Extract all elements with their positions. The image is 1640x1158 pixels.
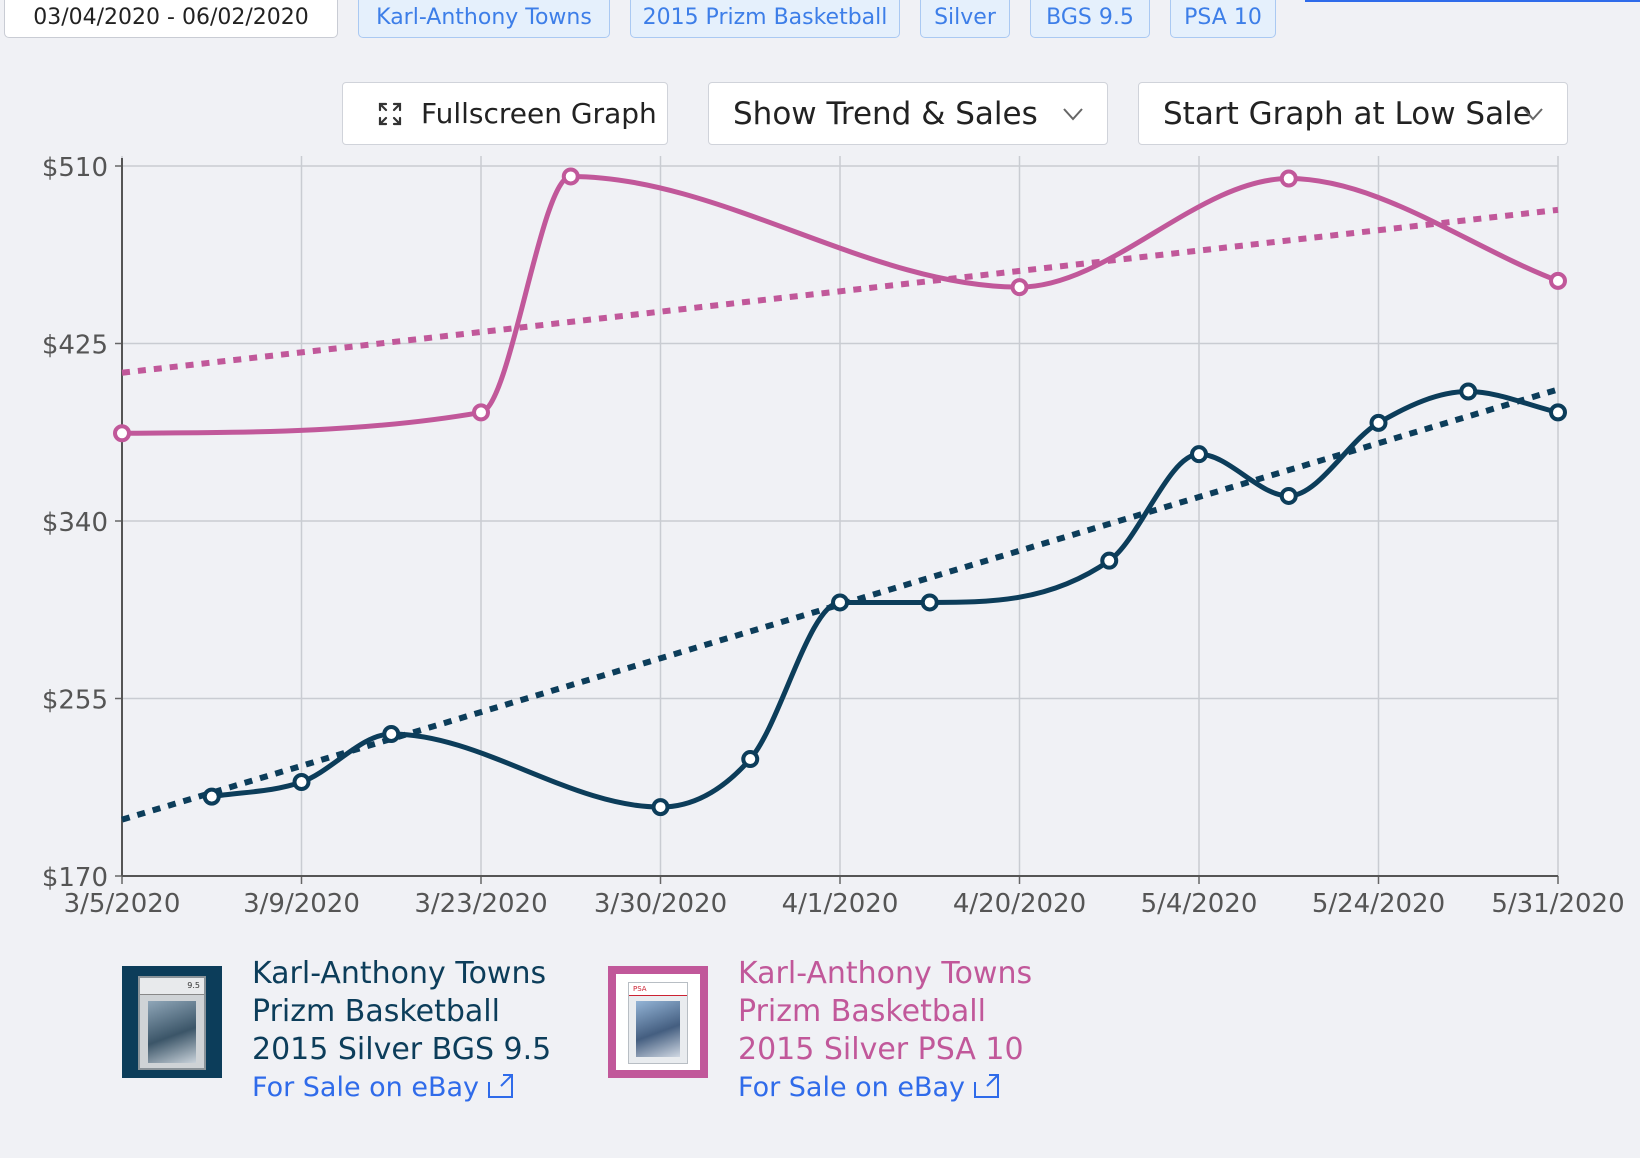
parallel-filter-chip[interactable]: Silver (920, 0, 1010, 38)
legend-name-bgs: Karl-Anthony Towns Prizm Basketball 2015… (252, 955, 551, 1069)
grade-psa-filter-chip[interactable]: PSA 10 (1170, 0, 1276, 38)
x-tick-label: 5/24/2020 (1312, 889, 1445, 919)
sale-point-bgs[interactable] (1549, 403, 1567, 422)
sale-point-bgs[interactable] (382, 725, 401, 743)
fullscreen-graph-button[interactable]: Fullscreen Graph (342, 82, 668, 145)
sale-point-bgs[interactable] (741, 750, 760, 769)
external-link-icon (488, 1074, 514, 1098)
x-tick-label: 4/20/2020 (953, 889, 1086, 919)
sale-point-psa[interactable] (472, 403, 490, 422)
legend-line: Prizm Basketball (738, 994, 986, 1029)
sale-point-bgs[interactable] (1190, 445, 1208, 464)
sale-point-bgs[interactable] (292, 773, 311, 792)
set-filter-chip[interactable]: 2015 Prizm Basketball (630, 0, 900, 38)
start-graph-value: Start Graph at Low Sale (1163, 95, 1532, 132)
sales-lines (119, 173, 1561, 810)
chevron-down-icon (1063, 108, 1083, 121)
grade-bgs-filter-chip[interactable]: BGS 9.5 (1030, 0, 1150, 38)
sale-point-bgs[interactable] (1279, 486, 1298, 505)
sale-point-bgs[interactable] (831, 593, 849, 612)
player-filter-chip[interactable]: Karl-Anthony Towns (358, 0, 610, 38)
y-tick-label: $170 (42, 863, 108, 893)
sale-point-bgs[interactable] (1100, 551, 1119, 570)
legend-name-psa: Karl-Anthony Towns Prizm Basketball 2015… (738, 955, 1032, 1069)
y-tick-label: $510 (42, 153, 108, 183)
x-tick-label: 4/1/2020 (782, 889, 899, 919)
top-accent-line (1305, 0, 1635, 2)
chart-axes (115, 158, 1559, 884)
top-accent-line-2 (1500, 0, 1640, 2)
chart-grid (121, 156, 1559, 877)
legend-line: Prizm Basketball (252, 994, 500, 1029)
ebay-link-label: For Sale on eBay (738, 1072, 966, 1103)
y-tick-label: $425 (42, 331, 108, 361)
sale-point-bgs[interactable] (1369, 413, 1388, 432)
x-tick-label: 3/30/2020 (594, 889, 727, 919)
chevron-down-icon (1523, 108, 1543, 121)
trend-sales-select[interactable]: Show Trend & Sales (708, 82, 1108, 145)
legend-line: 2015 Silver PSA 10 (738, 1032, 1024, 1067)
date-range-chip[interactable]: 03/04/2020 - 06/02/2020 (4, 0, 338, 38)
legend-line: Karl-Anthony Towns (738, 956, 1033, 991)
sale-point-psa[interactable] (1279, 169, 1298, 188)
x-tick-label: 3/5/2020 (64, 889, 181, 919)
sales-line-bgs (209, 389, 1561, 810)
sale-points[interactable] (113, 167, 1567, 817)
sale-point-bgs[interactable] (920, 593, 939, 612)
sale-point-psa[interactable] (561, 167, 580, 186)
sales-line-psa (119, 173, 1561, 436)
trend-sales-value: Show Trend & Sales (733, 95, 1038, 132)
ebay-link-label: For Sale on eBay (252, 1072, 480, 1103)
start-graph-select[interactable]: Start Graph at Low Sale (1138, 82, 1568, 145)
sale-point-bgs[interactable] (202, 787, 221, 806)
ebay-link-psa[interactable]: For Sale on eBay (738, 1072, 1001, 1103)
sale-point-psa[interactable] (113, 424, 131, 443)
bgs-slab-label: 9.5 (140, 978, 204, 995)
y-tick-label: $340 (42, 508, 108, 538)
external-link-icon (974, 1074, 1000, 1098)
sale-point-psa[interactable] (1010, 278, 1029, 297)
trend-line-bgs (121, 386, 1559, 823)
trend-lines (121, 206, 1559, 823)
trend-line-psa (121, 206, 1559, 376)
sale-point-psa[interactable] (1549, 271, 1567, 290)
psa-slab-card-icon: PSA (608, 966, 708, 1078)
sale-point-bgs[interactable] (651, 798, 670, 817)
y-tick-label: $255 (42, 686, 108, 716)
legend-line: 2015 Silver BGS 9.5 (252, 1032, 552, 1067)
expand-icon (378, 102, 402, 125)
sale-point-bgs[interactable] (1459, 382, 1478, 401)
x-tick-label: 3/23/2020 (414, 889, 547, 919)
x-tick-label: 5/4/2020 (1141, 889, 1258, 919)
x-tick-label: 3/9/2020 (243, 889, 360, 919)
psa-slab-label: PSA (629, 983, 687, 996)
fullscreen-graph-label: Fullscreen Graph (421, 97, 657, 130)
ebay-link-bgs[interactable]: For Sale on eBay (252, 1072, 515, 1103)
bgs-slab-card-icon: 9.5 (122, 966, 222, 1078)
legend-line: Karl-Anthony Towns (252, 956, 547, 991)
x-tick-label: 5/31/2020 (1491, 889, 1624, 919)
